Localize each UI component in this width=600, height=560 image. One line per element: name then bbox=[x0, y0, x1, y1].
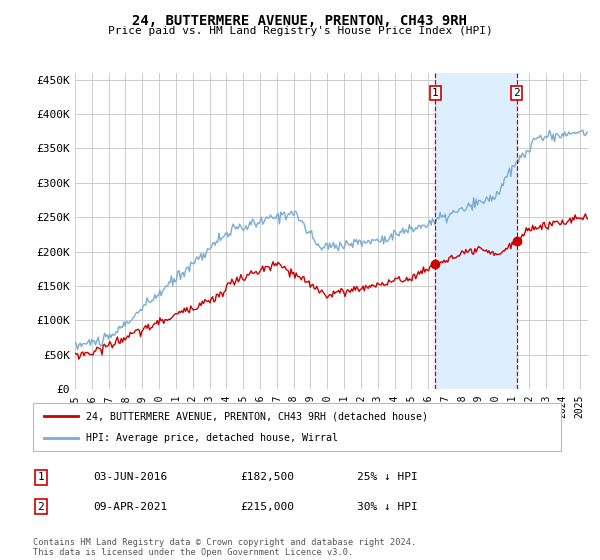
Text: 1: 1 bbox=[37, 472, 44, 482]
Text: 24, BUTTERMERE AVENUE, PRENTON, CH43 9RH (detached house): 24, BUTTERMERE AVENUE, PRENTON, CH43 9RH… bbox=[86, 411, 428, 421]
Bar bbox=[435, 73, 517, 389]
Text: Contains HM Land Registry data © Crown copyright and database right 2024.
This d: Contains HM Land Registry data © Crown c… bbox=[33, 538, 416, 557]
Text: 03-JUN-2016: 03-JUN-2016 bbox=[93, 472, 167, 482]
Text: 2: 2 bbox=[514, 88, 520, 98]
Text: 2: 2 bbox=[37, 502, 44, 512]
Text: 25% ↓ HPI: 25% ↓ HPI bbox=[357, 472, 418, 482]
Text: 09-APR-2021: 09-APR-2021 bbox=[93, 502, 167, 512]
Text: Price paid vs. HM Land Registry's House Price Index (HPI): Price paid vs. HM Land Registry's House … bbox=[107, 26, 493, 36]
Text: £182,500: £182,500 bbox=[240, 472, 294, 482]
Text: 24, BUTTERMERE AVENUE, PRENTON, CH43 9RH: 24, BUTTERMERE AVENUE, PRENTON, CH43 9RH bbox=[133, 14, 467, 28]
Text: 1: 1 bbox=[432, 88, 439, 98]
Text: HPI: Average price, detached house, Wirral: HPI: Average price, detached house, Wirr… bbox=[86, 433, 338, 443]
Text: 30% ↓ HPI: 30% ↓ HPI bbox=[357, 502, 418, 512]
Text: £215,000: £215,000 bbox=[240, 502, 294, 512]
